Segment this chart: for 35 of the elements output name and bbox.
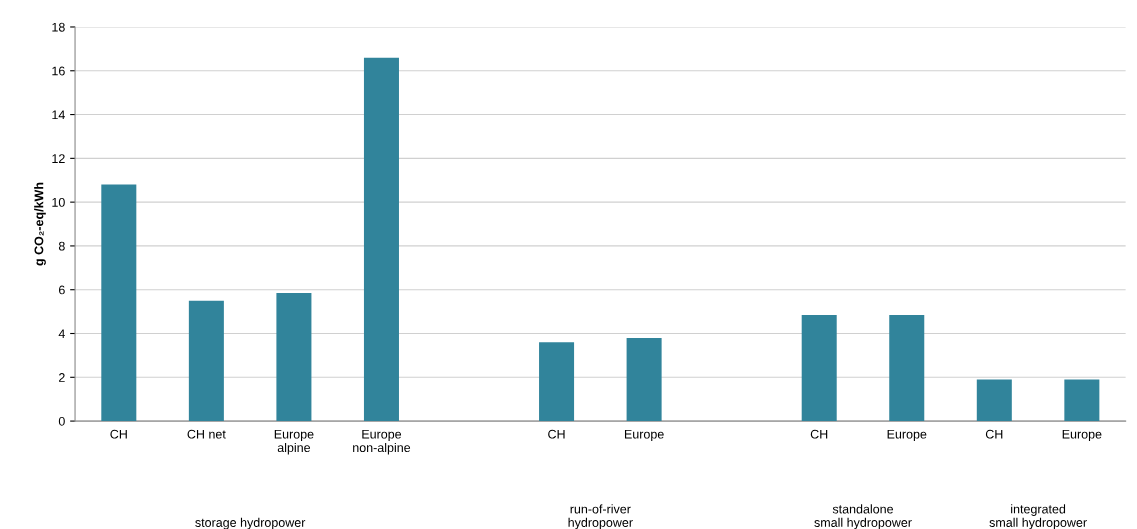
bar [539, 342, 575, 422]
bar [101, 184, 137, 422]
x-tick-label: Europe non-alpine [353, 429, 411, 455]
x-tick-label: CH net [187, 429, 226, 439]
y-axis-title: g CO₂-eq/kWh [34, 182, 46, 266]
y-tick-label: 16 [52, 66, 65, 76]
bar [801, 314, 837, 422]
y-tick-label: 8 [58, 241, 65, 251]
x-tick-label: CH [810, 429, 828, 439]
y-tick-label: 4 [58, 329, 65, 339]
text: storage hydropower [195, 517, 306, 529]
y-tick-label: 18 [52, 22, 65, 32]
text: integrated small hydropower [989, 504, 1087, 529]
x-tick-label: CH [110, 429, 127, 439]
x-tick-label: Europe [624, 429, 664, 442]
bar [363, 57, 399, 422]
bar [889, 314, 925, 422]
x-tick-label: Europe [1062, 429, 1102, 442]
text: standalone small hydropower [814, 504, 912, 529]
y-tick-label: 6 [59, 285, 65, 295]
bar [976, 379, 1012, 422]
x-tick-label: Europe alpine [274, 429, 314, 455]
bar [1064, 379, 1100, 422]
x-tick-label: CH [548, 429, 565, 439]
text: run-of-river hydropower [568, 504, 633, 529]
x-tick-label: Europe [887, 429, 927, 442]
y-tick-label: 14 [52, 110, 65, 120]
bar [188, 300, 224, 422]
bar [276, 293, 312, 422]
y-tick-label: 10 [52, 197, 65, 207]
x-tick-label: CH [985, 429, 1003, 439]
bar [626, 337, 662, 422]
y-tick-label: 2 [59, 373, 65, 382]
y-tick-label: 12 [52, 154, 65, 163]
y-tick-label: 0 [58, 416, 65, 426]
